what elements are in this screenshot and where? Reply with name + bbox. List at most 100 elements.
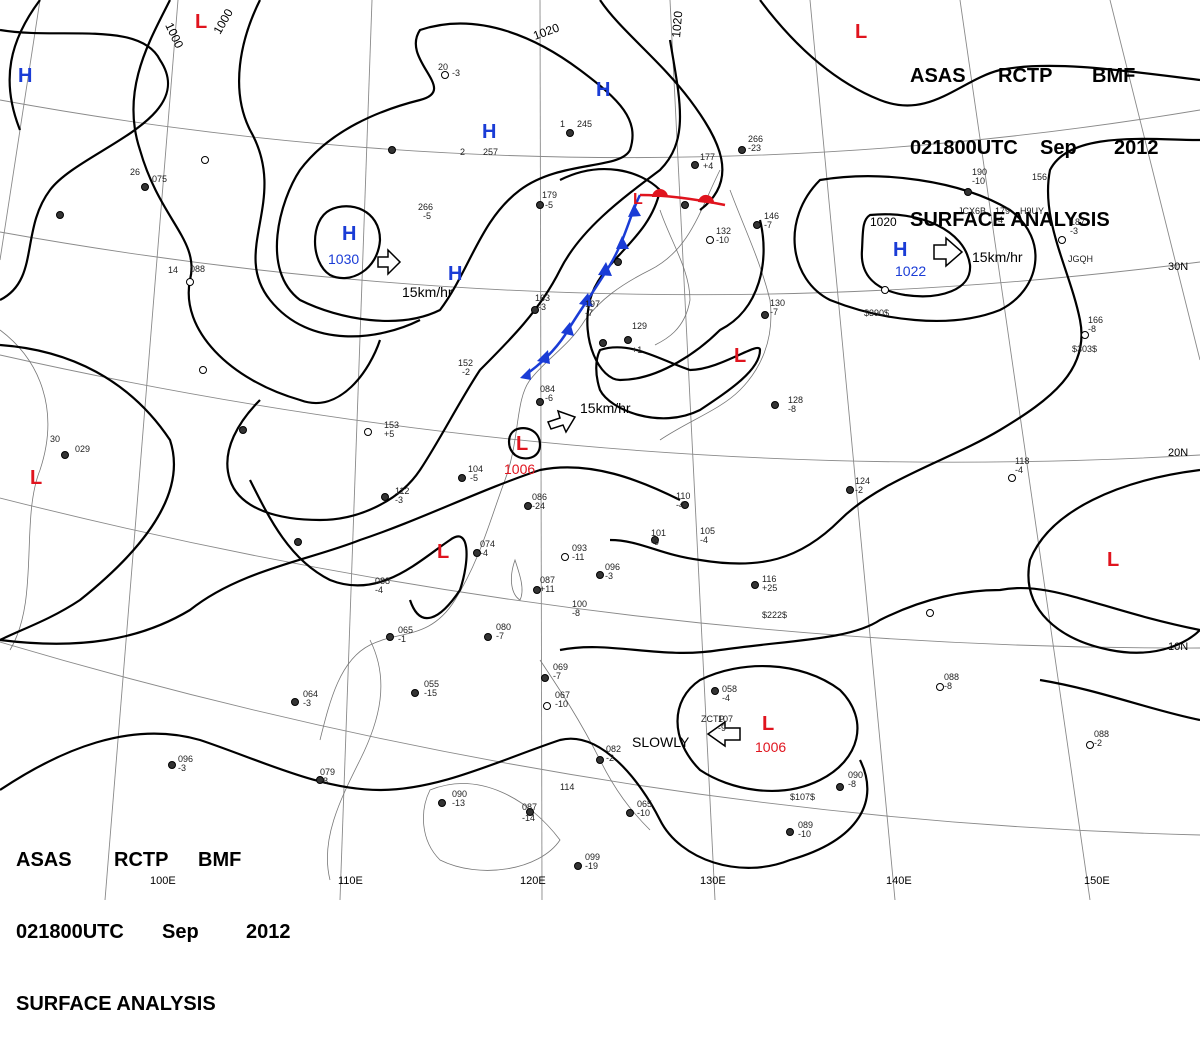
station-label: 20: [438, 62, 448, 72]
longitude-line-140e: [809, 0, 896, 900]
lon-label-150e: 150E: [1084, 875, 1110, 887]
isobar-1020-trough: [226, 39, 682, 522]
station-circle: [761, 311, 769, 319]
motion-label: 15km/hr: [580, 400, 631, 416]
station-circle: [294, 538, 302, 546]
station-circle: [438, 799, 446, 807]
station-label: -4: [995, 215, 1003, 225]
station-circle: [751, 581, 759, 589]
isobar-nw-3: [8, 0, 41, 131]
station-circle: [541, 674, 549, 682]
station-label: 187: [1070, 217, 1085, 227]
motion-arrows: [377, 236, 964, 748]
station-label: -10: [637, 808, 650, 818]
station-label: 090: [848, 770, 863, 780]
isobar-east-high: [793, 175, 1037, 322]
station-label: 082: [606, 744, 621, 754]
station-label: -4: [1015, 465, 1023, 475]
station-circle: [561, 553, 569, 561]
header-year: 2012: [1114, 137, 1159, 159]
station-label: 079: [320, 767, 335, 777]
station-circle: [651, 536, 659, 544]
pressure-values: 1030 1022 1006 1006: [328, 251, 926, 755]
station-label: 112: [395, 486, 409, 496]
station-label: -4: [480, 548, 488, 558]
station-label: -3: [395, 495, 403, 505]
warm-front: [639, 189, 726, 207]
station-label: 067: [555, 690, 570, 700]
central-pressure: 1006: [755, 739, 786, 755]
station-label: -3: [1070, 226, 1078, 236]
station-label: 266: [748, 134, 763, 144]
station-circle: [524, 502, 532, 510]
station-label: -5: [423, 211, 431, 221]
station-label: -2: [462, 367, 470, 377]
motion-arrow-l4: [546, 409, 577, 434]
station-circle: [411, 689, 419, 697]
lon-label-120e: 120E: [520, 875, 546, 887]
header-month: Sep: [162, 921, 199, 943]
station-label: 30: [50, 434, 60, 444]
station-circle: [1081, 331, 1089, 339]
low-center: L: [437, 541, 449, 563]
low-center: L: [30, 467, 42, 489]
station-label: -3: [452, 68, 460, 78]
station-circle: [846, 486, 854, 494]
coastline-west: [0, 329, 49, 651]
latitude-line-20n: [0, 354, 1200, 463]
station-extra: $222$: [762, 610, 787, 620]
motion-label: 15km/hr: [972, 249, 1023, 265]
station-label: 104: [468, 464, 483, 474]
station-circle: [201, 156, 209, 164]
latitude-line-40n: [0, 99, 1200, 159]
station-circle: [1008, 474, 1016, 482]
station-labels: 26 075 14 088 30 029 20 -3 2 257 266 -5 …: [50, 62, 1109, 871]
isobar-north-2: [759, 0, 1200, 107]
isobar-label: 1020: [870, 215, 897, 229]
station-label: 146: [764, 211, 779, 221]
coastline-korea: [654, 209, 691, 346]
isobar-1020-north: [275, 22, 634, 323]
station-circle: [1058, 236, 1066, 244]
isobar-japan-low: [595, 346, 762, 420]
station-circle: [711, 687, 719, 695]
station-label: 105: [700, 526, 715, 536]
station-extra-labels: $390$ $303$ $222$ $107$ JCX6B H9UY JGQH …: [701, 206, 1097, 802]
station-label: -3: [303, 698, 311, 708]
station-circle: [484, 633, 492, 641]
cold-front-pip: [561, 322, 574, 336]
station-label: -1: [398, 634, 406, 644]
isobar-central-east: [559, 168, 765, 382]
lat-label-10n: 10N: [1168, 641, 1188, 653]
high-center: H: [596, 79, 610, 101]
station-circle: [596, 756, 604, 764]
station-label: 14: [168, 265, 178, 275]
station-circle: [388, 146, 396, 154]
station-label: 074: [480, 539, 495, 549]
high-center: H: [18, 65, 32, 87]
station-circle: [624, 336, 632, 344]
station-label: 080: [496, 622, 511, 632]
cold-front-line: [524, 194, 642, 377]
chart-header-bottom: ASAS RCTP BMF 021800UTC Sep 2012 SURFACE ANA…: [16, 800, 291, 1040]
cold-front-pip: [598, 262, 612, 276]
station-label: 152: [458, 358, 473, 368]
station-circle: [199, 366, 207, 374]
isobar-east-wrap: [609, 137, 1200, 565]
station-circle: [316, 776, 324, 784]
low-center: L: [1107, 549, 1119, 571]
coastline-taiwan: [510, 558, 523, 601]
isobar-south-china: [249, 479, 468, 620]
station-label: 266: [418, 202, 433, 212]
station-label: 100: [572, 599, 587, 609]
chart-header-top: ASAS RCTP BMF 021800UTC Sep 2012 SURFACE ANA…: [910, 16, 1159, 256]
station-label: 245: [577, 119, 592, 129]
station-circle: [291, 698, 299, 706]
high-center: H: [893, 239, 907, 261]
station-label: -4: [676, 500, 684, 510]
station-circle: [681, 201, 689, 209]
station-label: 114: [560, 782, 574, 792]
station-label: 058: [722, 684, 737, 694]
isobar-label: 1000: [210, 6, 236, 36]
station-label: 132: [716, 226, 731, 236]
